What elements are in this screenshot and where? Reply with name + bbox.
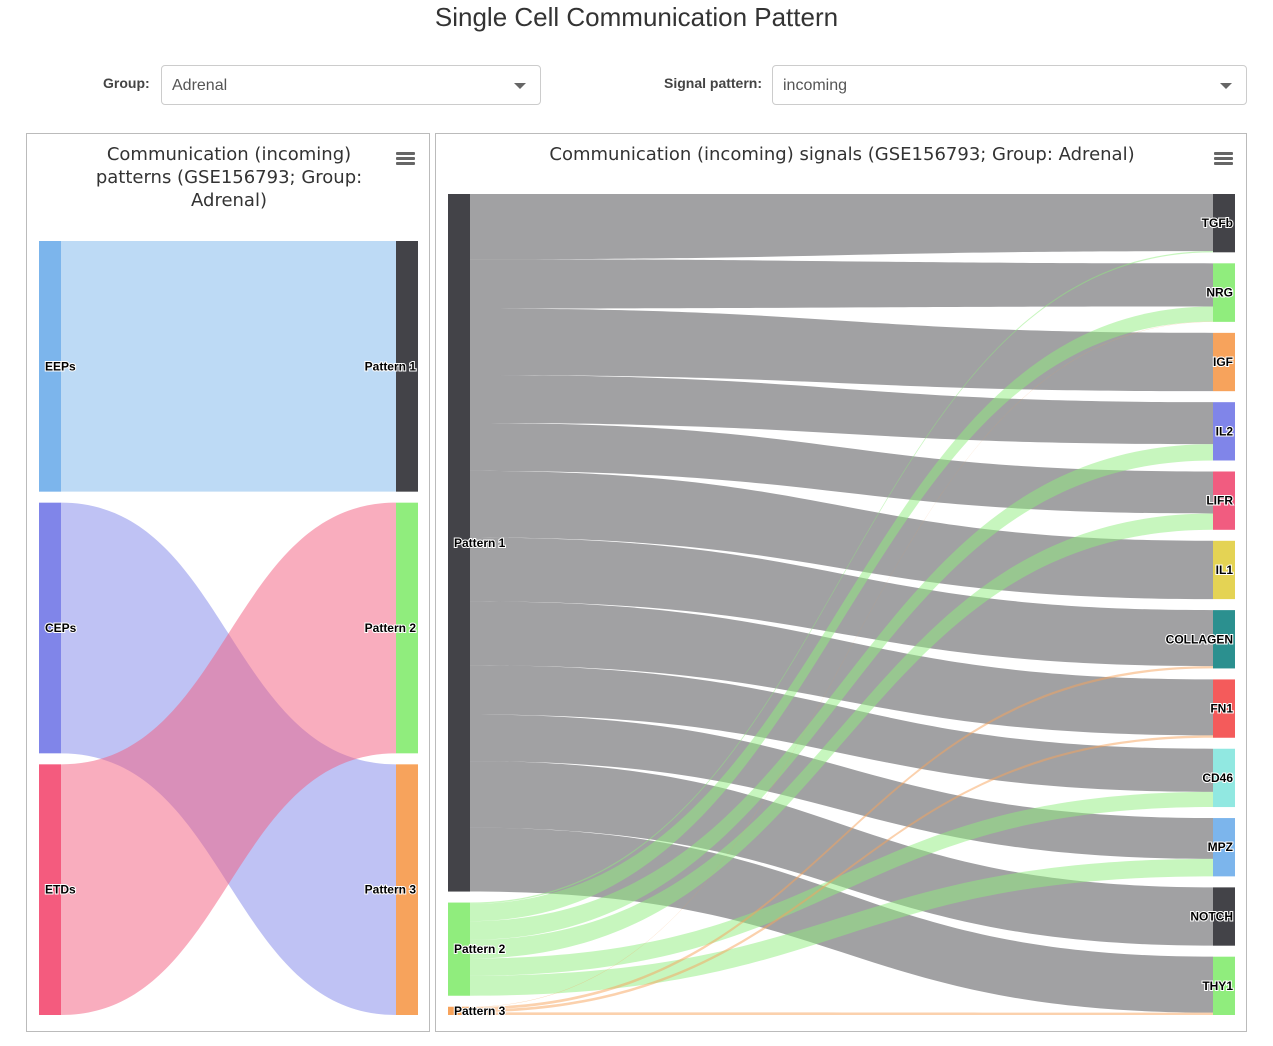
- node-notch[interactable]: [1213, 887, 1235, 946]
- node-label-tgfb: TGFb: [1202, 216, 1233, 230]
- link-pattern-2-to-lifr[interactable]: [470, 513, 1213, 959]
- node-label-cd46: CD46: [1202, 771, 1233, 785]
- node-nrg[interactable]: [1213, 263, 1235, 322]
- link-pattern-3-to-fn1[interactable]: [470, 735, 1213, 1013]
- node-label-nrg: NRG: [1206, 286, 1233, 300]
- node-label-pattern-3: Pattern 3: [365, 883, 417, 897]
- sankey-nodes: [448, 194, 1235, 1015]
- node-label-collagen: COLLAGEN: [1166, 632, 1233, 646]
- node-label-lifr: LIFR: [1206, 494, 1233, 508]
- link-pattern-1-to-lifr[interactable]: [470, 422, 1213, 514]
- node-igf[interactable]: [1213, 332, 1235, 392]
- link-pattern-3-to-thy1[interactable]: [470, 1012, 1213, 1015]
- signals-sankey-chart: Pattern 1 Pattern 2 Pattern 3 TGFb NRG IGF IL2…: [448, 194, 1235, 1019]
- link-pattern-2-to-nrg[interactable]: [470, 306, 1213, 922]
- link-pattern-3-to-nrg[interactable]: [470, 321, 1213, 1008]
- node-label-eeps: EEPs: [45, 359, 76, 373]
- node-label-pattern-1: Pattern 1: [454, 536, 506, 550]
- chart-menu-icon[interactable]: [396, 152, 415, 166]
- group-label: Group:: [103, 75, 150, 91]
- link-pattern-2-to-il2[interactable]: [470, 444, 1213, 940]
- signals-chart-panel: Communication (incoming) signals (GSE156…: [435, 133, 1247, 1032]
- link-pattern-1-to-il2[interactable]: [470, 375, 1213, 445]
- node-label-notch: NOTCH: [1190, 910, 1233, 924]
- node-fn1[interactable]: [1213, 679, 1235, 738]
- node-pattern-1[interactable]: [396, 241, 418, 492]
- patterns-sankey-chart: EEPs CEPs ETDs Pattern 1 Pattern 2 Pattern 3: [39, 241, 418, 1016]
- sankey-links: [61, 241, 396, 1016]
- signal-pattern-select[interactable]: incoming: [772, 65, 1247, 105]
- sankey-links: [470, 194, 1213, 1015]
- node-label-pattern-2: Pattern 2: [365, 621, 417, 635]
- node-pattern-3[interactable]: [448, 1006, 470, 1015]
- group-select-value: Adrenal: [172, 77, 228, 94]
- node-label-thy1: THY1: [1202, 979, 1233, 993]
- node-collagen[interactable]: [1213, 610, 1235, 669]
- node-pattern-1[interactable]: [448, 194, 470, 892]
- node-label-fn1: FN1: [1210, 702, 1233, 716]
- node-label-ceps: CEPs: [45, 621, 77, 635]
- chevron-down-icon: [1220, 83, 1232, 89]
- node-cd46[interactable]: [1213, 748, 1235, 808]
- link-pattern-2-to-mpz[interactable]: [470, 858, 1213, 996]
- link-pattern-1-to-notch[interactable]: [470, 761, 1213, 946]
- signal-pattern-select-value: incoming: [783, 77, 848, 94]
- link-etds-to-pattern-2[interactable]: [61, 502, 396, 1015]
- node-pattern-3[interactable]: [396, 764, 418, 1015]
- node-thy1[interactable]: [1213, 956, 1235, 1015]
- node-ceps[interactable]: [39, 502, 61, 754]
- sankey-nodes: [39, 241, 418, 1015]
- node-pattern-2[interactable]: [448, 902, 470, 996]
- signals-chart-title: Communication (incoming) signals (GSE156…: [549, 144, 1135, 165]
- node-label-pattern-1: Pattern 1: [365, 359, 417, 373]
- link-pattern-2-to-tgfb[interactable]: [470, 251, 1213, 904]
- node-mpz[interactable]: [1213, 818, 1235, 877]
- node-tgfb[interactable]: [1213, 194, 1235, 253]
- signal-pattern-label: Signal pattern:: [664, 75, 763, 91]
- node-label-il1: IL1: [1216, 563, 1234, 577]
- link-pattern-1-to-nrg[interactable]: [470, 259, 1213, 309]
- chevron-down-icon: [514, 83, 526, 89]
- link-pattern-2-to-cd46[interactable]: [470, 791, 1213, 976]
- node-lifr[interactable]: [1213, 471, 1235, 530]
- patterns-chart-title: Communication (incoming) patterns (GSE15…: [95, 144, 363, 211]
- link-eeps-to-pattern-1[interactable]: [61, 241, 396, 492]
- node-pattern-2[interactable]: [396, 502, 418, 754]
- group-select[interactable]: Adrenal: [161, 65, 541, 105]
- node-label-etds: ETDs: [45, 883, 76, 897]
- node-il2[interactable]: [1213, 402, 1235, 461]
- patterns-chart-panel: Communication (incoming) patterns (GSE15…: [26, 133, 430, 1032]
- link-pattern-1-to-fn1[interactable]: [470, 601, 1213, 736]
- node-label-igf: IGF: [1213, 355, 1233, 369]
- link-pattern-1-to-collagen[interactable]: [470, 537, 1213, 667]
- link-pattern-3-to-collagen[interactable]: [470, 666, 1213, 1010]
- node-label-il2: IL2: [1216, 424, 1234, 438]
- node-label-pattern-3: Pattern 3: [454, 1004, 506, 1018]
- link-pattern-1-to-tgfb[interactable]: [470, 194, 1213, 260]
- page-title: Single Cell Communication Pattern: [434, 2, 839, 32]
- sankey-labels: Pattern 1 Pattern 2 Pattern 3 TGFb NRG IGF IL2…: [453, 215, 1234, 1019]
- node-il1[interactable]: [1213, 540, 1235, 600]
- node-eeps[interactable]: [39, 241, 61, 492]
- sankey-labels: EEPs CEPs ETDs Pattern 1 Pattern 2 Pattern 3: [44, 358, 417, 897]
- node-label-pattern-2: Pattern 2: [454, 942, 506, 956]
- chart-menu-icon[interactable]: [1214, 152, 1233, 166]
- node-label-mpz: MPZ: [1208, 840, 1233, 854]
- node-etds[interactable]: [39, 764, 61, 1015]
